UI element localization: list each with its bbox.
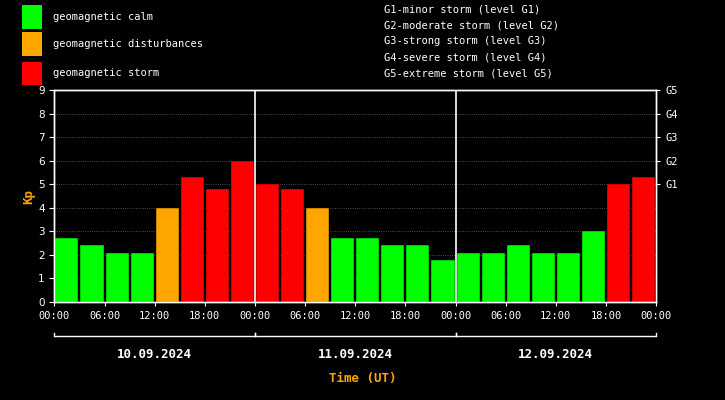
Bar: [481, 252, 505, 302]
Bar: [331, 238, 355, 302]
Bar: [55, 238, 78, 302]
Text: geomagnetic calm: geomagnetic calm: [53, 12, 153, 22]
Bar: [80, 246, 104, 302]
Bar: [22, 32, 42, 56]
Text: 10.09.2024: 10.09.2024: [117, 348, 192, 361]
Bar: [306, 208, 329, 302]
Y-axis label: Kp: Kp: [22, 188, 36, 204]
Text: 11.09.2024: 11.09.2024: [318, 348, 393, 361]
Text: G4-severe storm (level G4): G4-severe storm (level G4): [384, 52, 547, 62]
Bar: [507, 246, 530, 302]
Bar: [431, 260, 455, 302]
Text: Time (UT): Time (UT): [328, 372, 397, 385]
Text: geomagnetic storm: geomagnetic storm: [53, 68, 160, 78]
Bar: [181, 177, 204, 302]
Bar: [130, 252, 154, 302]
Text: G5-extreme storm (level G5): G5-extreme storm (level G5): [384, 68, 553, 78]
Bar: [457, 252, 480, 302]
Bar: [531, 252, 555, 302]
Bar: [407, 246, 429, 302]
Bar: [356, 238, 379, 302]
Bar: [231, 161, 254, 302]
Bar: [156, 208, 179, 302]
Bar: [557, 252, 580, 302]
Text: 12.09.2024: 12.09.2024: [518, 348, 593, 361]
Bar: [582, 231, 605, 302]
Bar: [281, 189, 304, 302]
Text: G1-minor storm (level G1): G1-minor storm (level G1): [384, 4, 541, 14]
Bar: [256, 184, 279, 302]
Bar: [22, 62, 42, 85]
Bar: [22, 5, 42, 29]
Bar: [381, 246, 405, 302]
Text: geomagnetic disturbances: geomagnetic disturbances: [53, 39, 203, 49]
Text: G2-moderate storm (level G2): G2-moderate storm (level G2): [384, 20, 559, 30]
Text: G3-strong storm (level G3): G3-strong storm (level G3): [384, 36, 547, 46]
Bar: [632, 177, 655, 302]
Bar: [206, 189, 229, 302]
Bar: [607, 184, 630, 302]
Bar: [106, 252, 128, 302]
